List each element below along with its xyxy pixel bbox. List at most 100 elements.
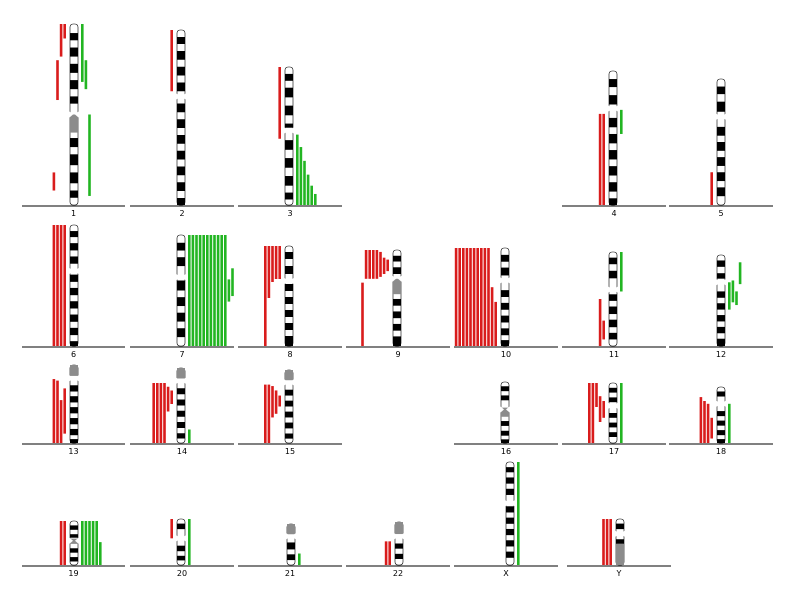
chromosome-band	[506, 488, 514, 495]
chromosome-band	[609, 397, 617, 403]
chromosome-label: 3	[287, 209, 292, 218]
chromosome-panel-4: 4	[562, 70, 666, 218]
chromosome-band	[177, 545, 185, 552]
chromosome-body	[284, 245, 294, 347]
centromere	[290, 127, 294, 134]
loss-bar	[602, 401, 605, 418]
loss-bar	[384, 541, 388, 565]
loss-bar	[264, 246, 267, 346]
chromosome-band	[285, 158, 293, 168]
gain-bar	[84, 521, 88, 565]
loss-bar	[591, 383, 595, 443]
loss-bar	[274, 246, 278, 279]
chromosome-band	[70, 525, 78, 530]
loss-bar	[59, 400, 63, 443]
chromosome-band	[177, 422, 185, 428]
centromere	[182, 535, 186, 542]
chromosome-band	[393, 298, 401, 306]
gain-bar	[88, 114, 91, 196]
chromosome-band	[609, 198, 617, 205]
chromosome-band	[609, 270, 617, 279]
gain-bar	[735, 291, 738, 306]
centromere	[614, 105, 618, 112]
chromosome-body	[505, 461, 515, 566]
chromosome-label: 11	[609, 350, 619, 359]
loss-bar	[63, 521, 66, 565]
chromosome-band	[177, 312, 185, 322]
loss-bar	[364, 250, 368, 279]
chromosome-band	[70, 80, 78, 90]
chromosome-label: 20	[177, 569, 187, 578]
loss-bar	[388, 541, 391, 565]
centromere	[722, 113, 726, 120]
chromosome-band	[177, 257, 185, 267]
gain-bar	[195, 235, 198, 346]
centromere	[182, 93, 186, 100]
chromosome-band	[393, 323, 401, 331]
chromosome-band	[177, 368, 185, 379]
loss-bar	[472, 248, 476, 346]
centromere	[75, 537, 79, 544]
chromosome-band	[70, 418, 78, 425]
centromere	[716, 400, 720, 407]
chromosome-band	[70, 341, 78, 346]
loss-bar	[602, 519, 605, 565]
chromosome-band	[717, 338, 725, 346]
chromosome-band	[506, 517, 514, 524]
chromosome-band	[501, 395, 509, 401]
chromosome-band	[70, 172, 78, 184]
centromere	[176, 93, 180, 100]
chromosome-band	[285, 400, 293, 407]
loss-bar	[598, 113, 602, 205]
chromosome-band	[609, 133, 617, 144]
centromere	[290, 379, 294, 386]
chromosome-band	[285, 389, 293, 396]
centromere	[182, 274, 186, 281]
chromosome-band	[609, 117, 617, 128]
chromosome-panel-10: 10	[454, 247, 558, 359]
chromosome-body	[176, 518, 186, 566]
chromosome-band	[609, 306, 617, 315]
loss-bar	[454, 248, 458, 346]
loss-bar	[170, 30, 173, 92]
chromosome-band	[70, 396, 78, 403]
chromosome-panel-21: 21	[238, 523, 342, 578]
chromosome-band	[285, 123, 293, 128]
gain-bar	[81, 24, 84, 82]
chromosome-label: 14	[177, 447, 187, 456]
centromere	[292, 533, 296, 540]
loss-bar	[166, 386, 170, 412]
centromere	[176, 274, 180, 281]
chromosome-band	[616, 543, 624, 565]
chromosome-band	[70, 428, 78, 436]
chromosome-band	[717, 420, 725, 426]
loss-bar	[59, 225, 63, 346]
centromere	[398, 275, 402, 282]
chromosome-band	[717, 326, 725, 334]
chromosome-band	[501, 267, 509, 276]
centromere	[400, 533, 404, 540]
chromosome-band	[717, 315, 725, 322]
chromosome-band	[70, 243, 78, 251]
loss-bar	[63, 388, 66, 434]
centromere	[69, 375, 73, 382]
centromere	[614, 402, 618, 409]
chromosome-band	[717, 291, 725, 298]
chromosome-label: 12	[716, 350, 726, 359]
gain-bar	[299, 147, 303, 205]
loss-bar	[483, 248, 487, 346]
chromosome-band	[177, 297, 185, 307]
centromere	[176, 377, 180, 384]
loss-bar	[588, 383, 591, 443]
chromosome-panel-x: X	[454, 461, 558, 578]
chromosome-band	[70, 96, 78, 104]
loss-bar	[278, 395, 281, 407]
chromosome-band	[285, 297, 293, 304]
chromosome-band	[177, 103, 185, 113]
centromere	[716, 279, 720, 286]
chromosome-band	[609, 294, 617, 301]
loss-bar	[487, 248, 490, 346]
chromosome-band	[285, 176, 293, 186]
chromosome-band	[609, 150, 617, 160]
